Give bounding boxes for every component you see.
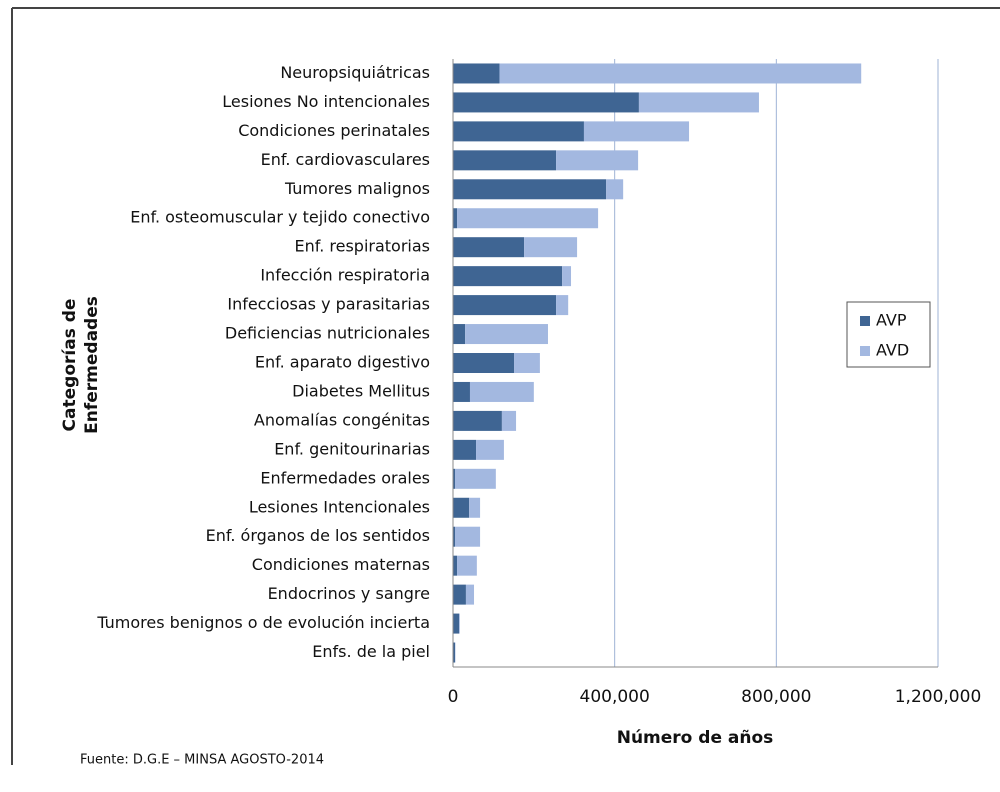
bar-segment <box>453 468 456 489</box>
bar-segment <box>453 324 466 345</box>
y-tick-label: Diabetes Mellitus <box>292 381 430 400</box>
bar-segment <box>453 439 477 460</box>
bar-segment <box>501 410 517 431</box>
bar-segment <box>453 179 607 200</box>
legend-box <box>846 301 931 368</box>
y-tick-label: Lesiones Intencionales <box>249 497 430 516</box>
y-tick-label: Enf. órganos de los sentidos <box>206 526 430 545</box>
bar-segment <box>562 266 572 287</box>
x-tick-label: 1,200,000 <box>895 687 982 707</box>
y-tick-label: Infección respiratoria <box>260 266 430 285</box>
bar-segment <box>453 526 456 547</box>
bar-segment <box>453 92 639 113</box>
y-tick-label: Enf. cardiovasculares <box>261 150 430 169</box>
y-axis-title: Categorías de <box>60 299 80 432</box>
legend-label: AVP <box>876 311 907 330</box>
legend-swatch <box>860 316 870 326</box>
y-tick-label: Lesiones No intencionales <box>222 92 430 111</box>
bar-segment <box>455 526 481 547</box>
y-tick-label: Enf. genitourinarias <box>274 439 430 458</box>
bar-segment <box>476 439 504 460</box>
y-tick-label: Tumores benignos o de evolución incierta <box>96 613 430 632</box>
y-tick-label: Enf. respiratorias <box>294 237 430 256</box>
y-axis-title: Enfermedades <box>82 296 102 434</box>
y-tick-label: Enfermedades orales <box>260 468 430 487</box>
y-tick-label: Condiciones maternas <box>252 555 430 574</box>
x-tick-label: 0 <box>448 687 459 707</box>
legend-swatch <box>860 346 870 356</box>
bar-segment <box>453 497 470 518</box>
bar-segment <box>453 381 470 402</box>
y-tick-label: Enf. osteomuscular y tejido conectivo <box>130 208 430 227</box>
bar-segment <box>469 497 481 518</box>
bar-segment <box>453 266 563 287</box>
x-tick-label: 400,000 <box>580 687 650 707</box>
bar-segment <box>524 237 578 258</box>
bar-segment <box>556 295 569 316</box>
bar-segment <box>583 121 690 142</box>
y-tick-label: Neuropsiquiátricas <box>280 63 430 82</box>
bar-segment <box>453 63 500 84</box>
source: Fuente: D.G.E – MINSA AGOSTO-2014 <box>80 753 324 768</box>
bar-segment <box>455 468 496 489</box>
bar-segment <box>453 121 584 142</box>
bar-segment <box>469 381 534 402</box>
bar-segment <box>606 179 624 200</box>
bar-segment <box>556 150 639 171</box>
bar-segment <box>459 613 460 634</box>
y-tick-label: Condiciones perinatales <box>238 121 430 140</box>
bar-segment <box>499 63 862 84</box>
bar-segment <box>457 208 599 229</box>
legend-label: AVD <box>876 341 909 360</box>
bar-segment <box>514 353 540 373</box>
bar-segment <box>453 584 466 605</box>
bar-segment <box>453 237 525 258</box>
bar-segment <box>465 324 548 345</box>
y-tick-label: Endocrinos y sangre <box>268 584 430 603</box>
y-tick-label: Enfs. de la piel <box>312 642 430 661</box>
bar-segment <box>453 555 458 576</box>
bar-segment <box>453 295 557 316</box>
y-tick-label: Infecciosas y parasitarias <box>227 295 430 314</box>
bar-segment <box>457 555 477 576</box>
bar-segment <box>465 584 475 605</box>
bar-segment <box>453 613 460 634</box>
bar-segment <box>453 208 458 229</box>
y-tick-label: Deficiencias nutricionales <box>225 324 430 343</box>
y-tick-label: Anomalías congénitas <box>254 410 430 429</box>
bar-segment <box>453 150 557 171</box>
x-tick-label: 800,000 <box>741 687 811 707</box>
bar-segment <box>638 92 759 113</box>
bar-segment <box>453 642 456 663</box>
y-tick-label: Tumores malignos <box>284 179 430 198</box>
bar-segment <box>453 353 515 373</box>
y-tick-label: Enf. aparato digestivo <box>255 353 430 372</box>
bar-segment <box>453 410 502 431</box>
x-axis-title: Número de años <box>617 728 774 748</box>
